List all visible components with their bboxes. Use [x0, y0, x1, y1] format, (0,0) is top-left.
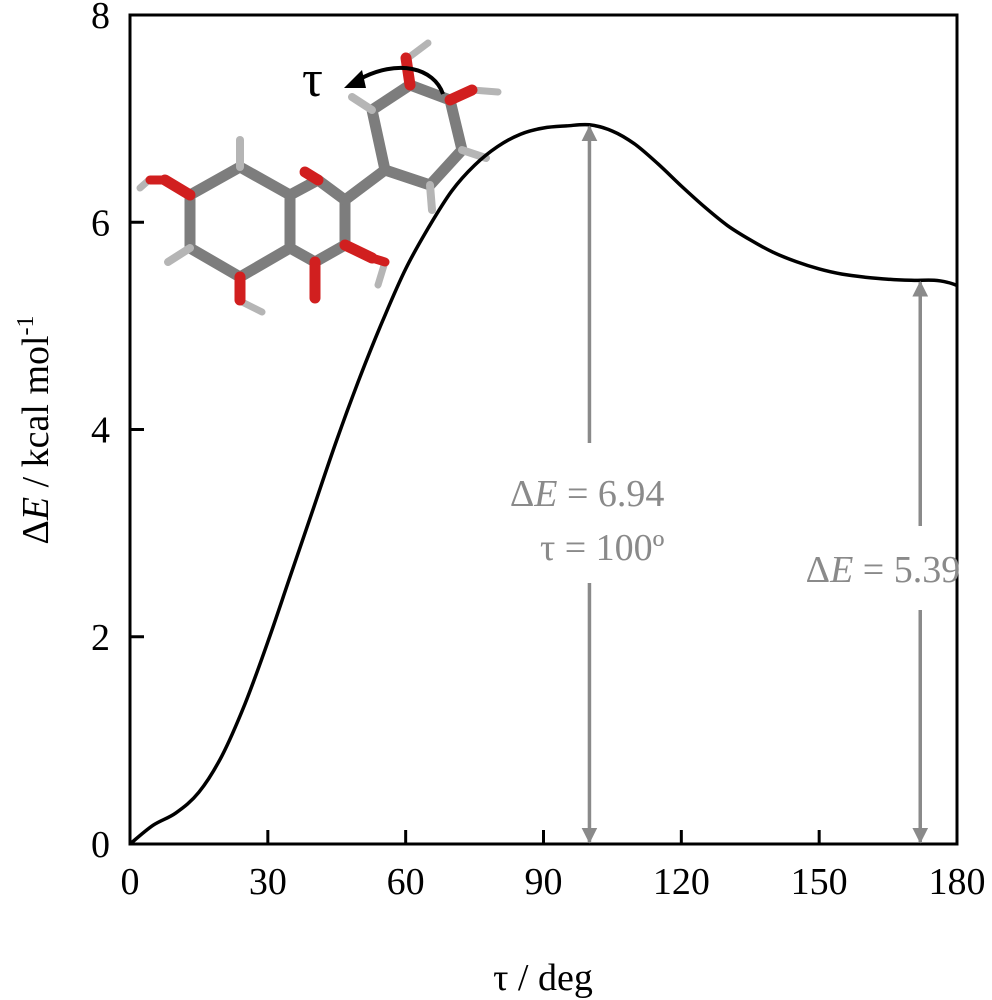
x-tick-label: 30	[249, 861, 287, 903]
annotation-end-energy: ΔE = 5.39	[806, 549, 961, 591]
y-tick-label: 8	[91, 0, 110, 37]
y-axis-ticks: 0 2 4 6 8	[91, 0, 144, 866]
x-axis-ticks: 0 30 60 90 120 150 180	[121, 830, 986, 903]
flavonol-molecule-icon	[136, 39, 502, 316]
y-tick-label: 6	[91, 202, 110, 244]
y-axis-title-e: E	[15, 497, 57, 521]
y-axis-title-rest: / kcal mol	[15, 335, 57, 496]
y-tick-label: 0	[91, 824, 110, 866]
annotation-max-angle: τ = 100º	[540, 527, 665, 569]
annotation-max-energy: ΔE = 6.94	[510, 473, 665, 515]
y-tick-label: 2	[91, 617, 110, 659]
y-axis-title-delta: Δ	[15, 520, 57, 544]
rotation-arrow-icon	[357, 65, 445, 95]
y-axis-title: ΔE / kcal mol-1	[13, 315, 57, 544]
x-axis-title: τ / deg	[493, 957, 593, 999]
annotations: ΔE = 6.94 τ = 100º ΔE = 5.39	[510, 125, 961, 844]
tau-label: τ	[302, 51, 323, 108]
x-tick-label: 150	[791, 861, 848, 903]
x-tick-label: 90	[525, 861, 563, 903]
plot-frame	[128, 13, 959, 846]
x-tick-label: 180	[929, 861, 986, 903]
x-tick-label: 120	[653, 861, 710, 903]
energy-curve	[128, 122, 958, 846]
x-tick-label: 0	[121, 861, 140, 903]
x-tick-label: 60	[387, 861, 425, 903]
y-axis-title-sup: -1	[13, 315, 39, 335]
y-tick-label: 4	[91, 410, 110, 452]
